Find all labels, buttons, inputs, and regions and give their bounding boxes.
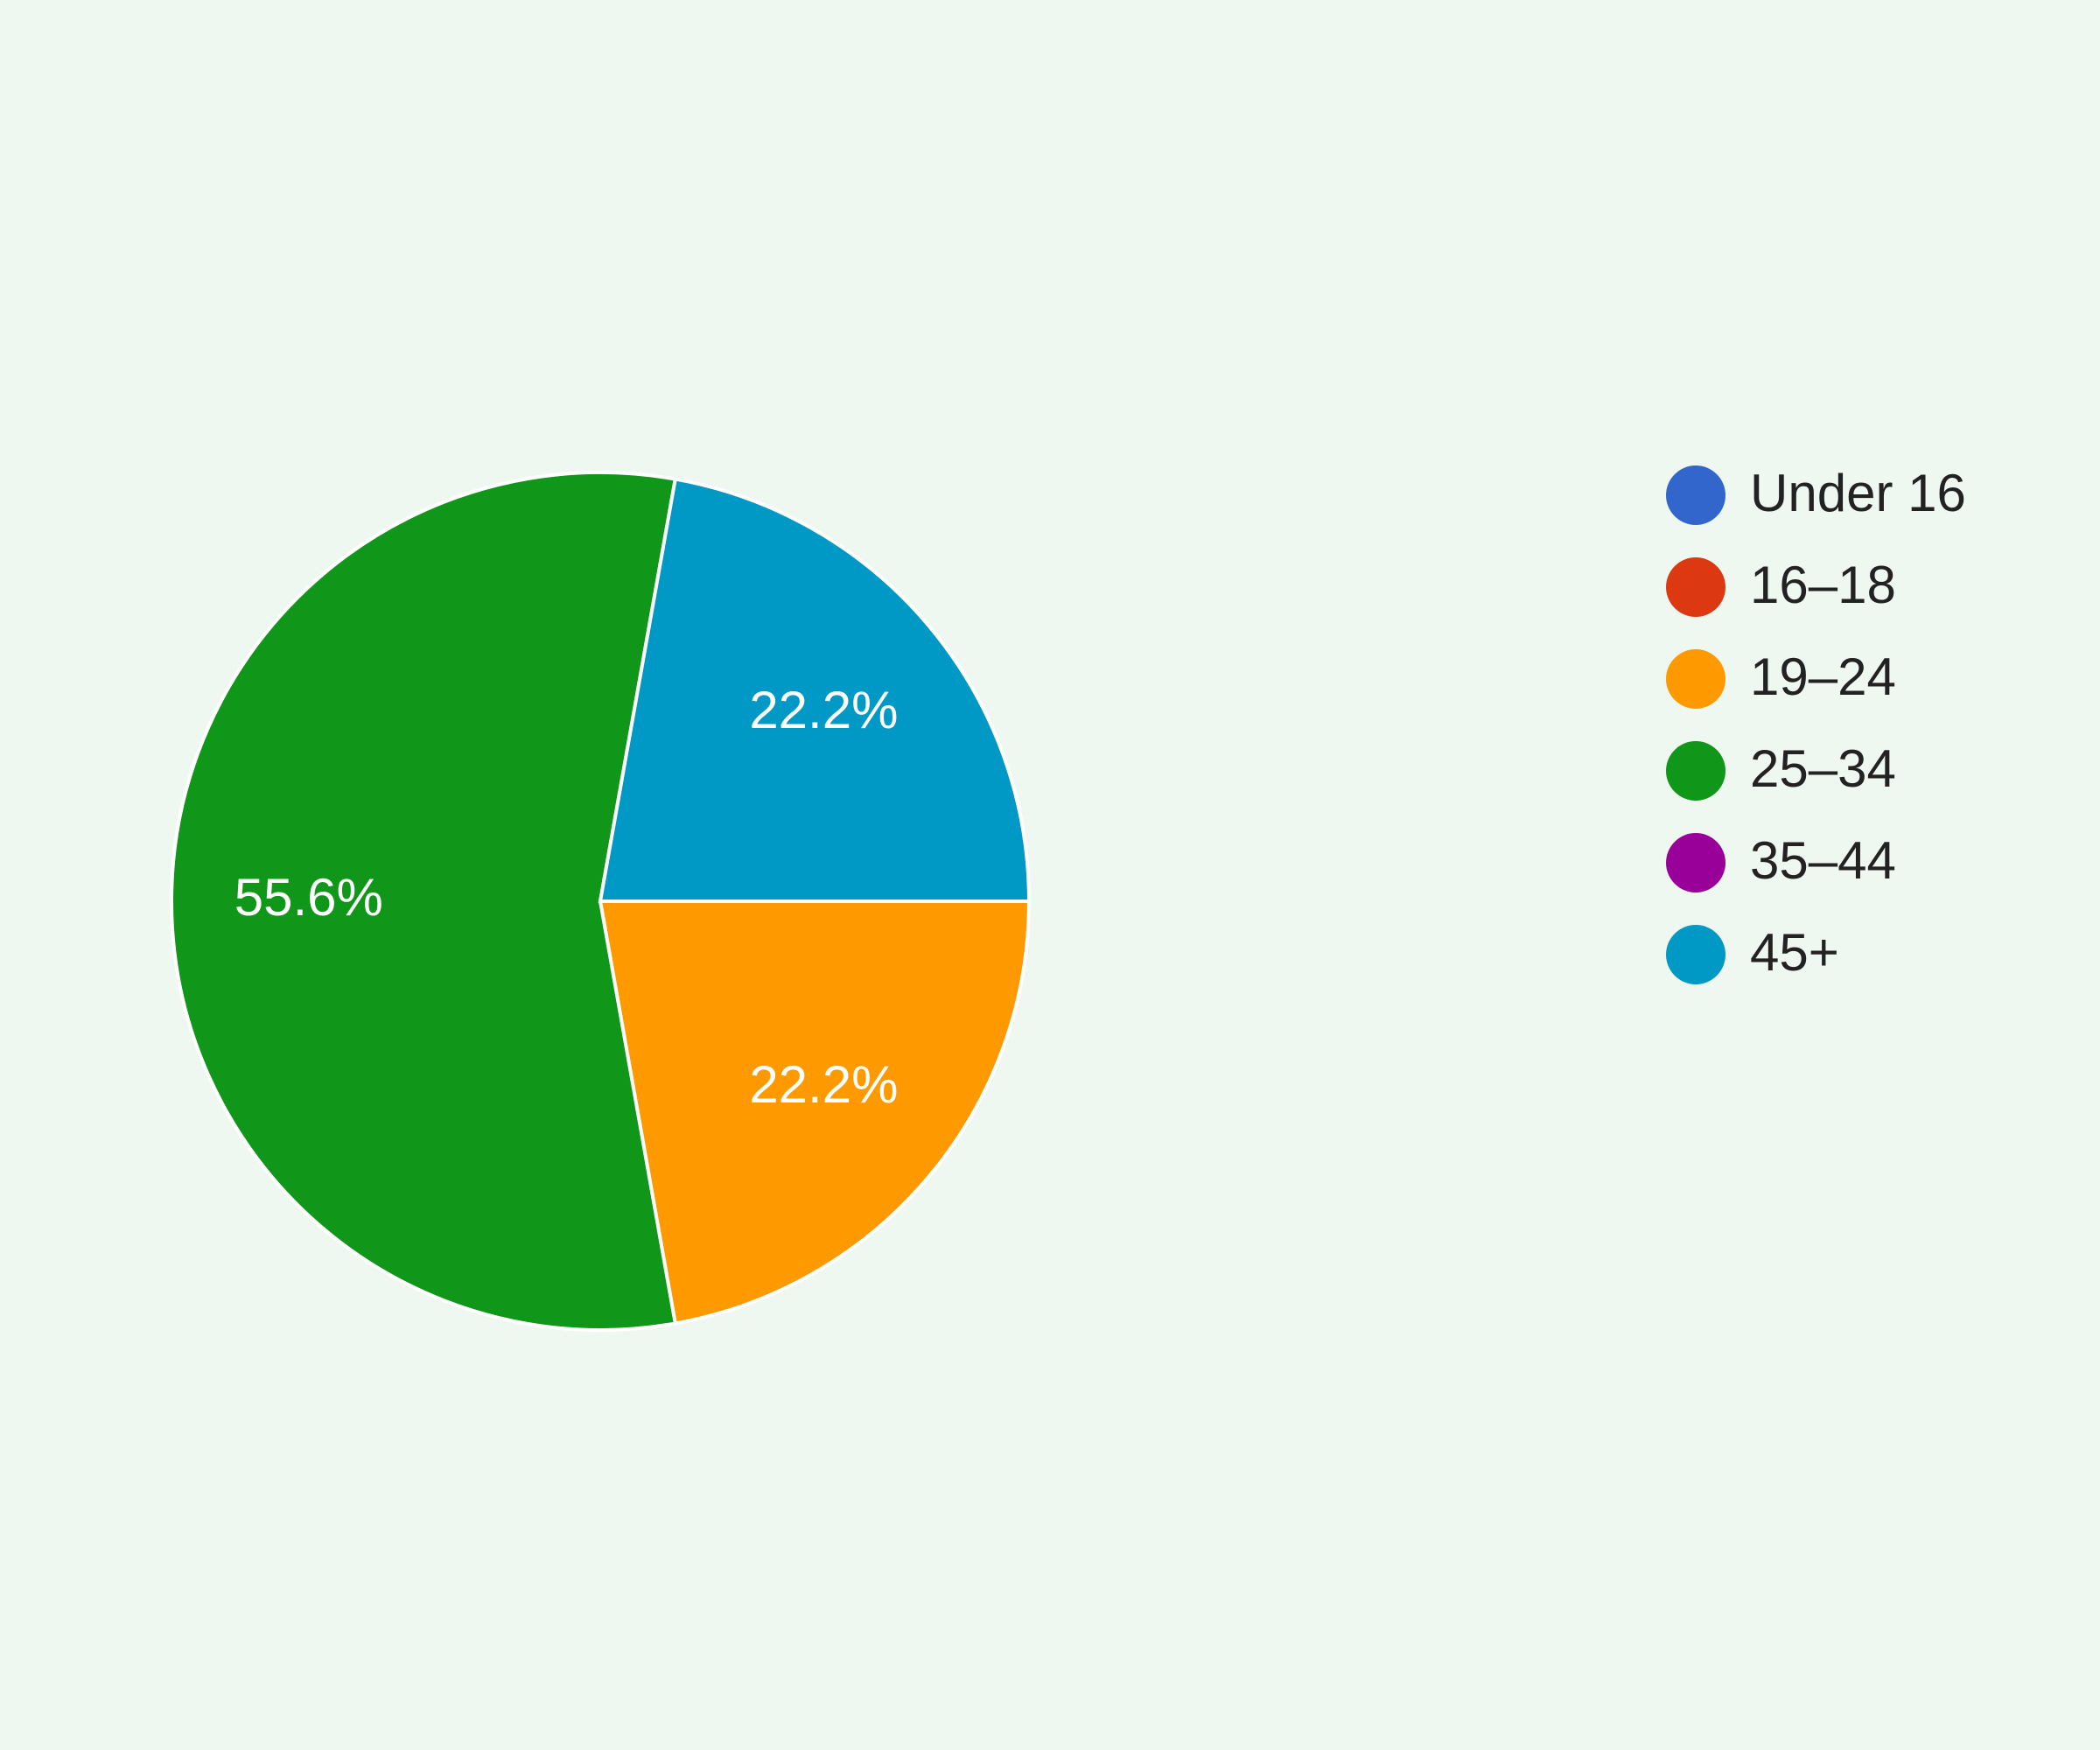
legend-swatch [1666,925,1726,984]
slice-label: 55.6% [234,868,383,927]
legend-swatch [1666,741,1726,801]
legend-label: 25–34 [1750,739,1896,798]
legend-swatch [1666,557,1726,617]
pie-slice [170,471,678,1332]
pie-slice [598,477,1032,903]
legend-swatch [1666,833,1726,892]
slice-label: 22.2% [749,681,898,739]
legend-label: 45+ [1750,923,1839,982]
legend-swatch [1666,466,1726,525]
slice-label: 22.2% [749,1055,898,1114]
legend-label: 16–18 [1750,556,1896,614]
legend-label: Under 16 [1750,464,1966,522]
legend-label: 35–44 [1750,831,1896,890]
pie-slice [598,900,1032,1326]
legend-label: 19–24 [1750,648,1896,706]
legend-swatch [1666,649,1726,709]
